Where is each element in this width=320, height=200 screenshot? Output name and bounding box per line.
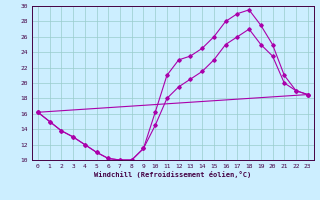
X-axis label: Windchill (Refroidissement éolien,°C): Windchill (Refroidissement éolien,°C): [94, 171, 252, 178]
